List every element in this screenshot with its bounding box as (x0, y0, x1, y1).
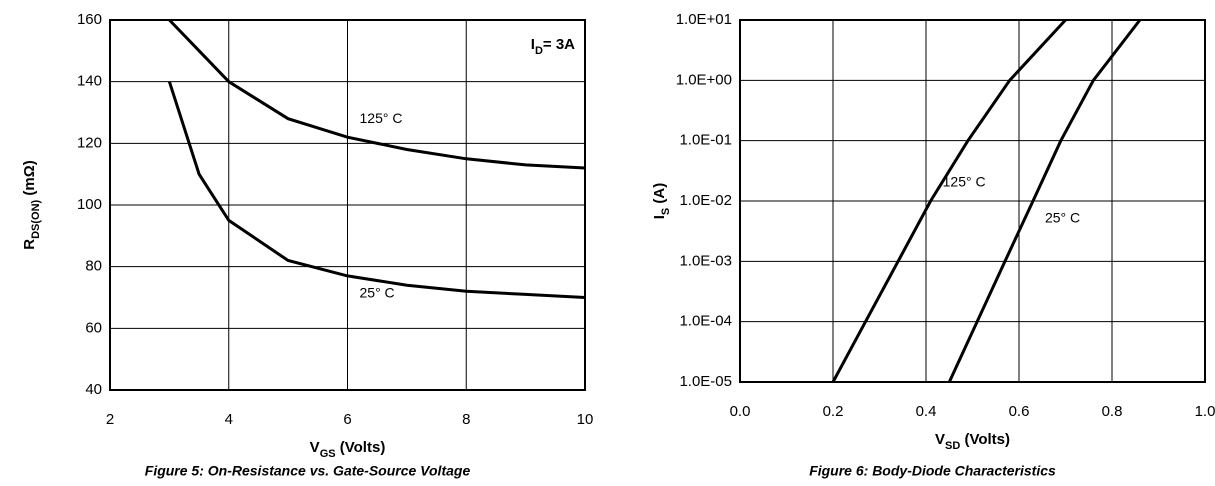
y-tick-label: 80 (85, 258, 102, 275)
x-tick-label: 0.6 (1009, 403, 1030, 420)
annotation-main: I (531, 36, 535, 53)
y-axis-label-main: R (21, 239, 38, 250)
x-axis-label-main: V (935, 431, 945, 448)
x-tick-label: 4 (225, 411, 233, 428)
x-tick-label: 2 (106, 411, 114, 428)
x-axis-label-rest: (Volts) (960, 431, 1010, 448)
y-tick-label: 1.0E-02 (679, 192, 732, 209)
x-tick-label: 10 (577, 411, 594, 428)
series-label: 25° C (360, 285, 395, 301)
y-axis-label-sub: S (660, 208, 672, 215)
y-axis-label-sub: DS(ON) (30, 199, 42, 238)
plot-frame (739, 19, 1206, 383)
annotation-sub: D (535, 45, 543, 57)
x-axis-label: VGS (Volts) (310, 439, 386, 460)
y-tick-label: 140 (77, 73, 102, 90)
y-tick-label: 1.0E-01 (679, 132, 732, 149)
y-tick-label: 1.0E-03 (679, 252, 732, 269)
series-label: 125° C (943, 174, 986, 190)
series-label: 25° C (1045, 210, 1080, 226)
x-tick-label: 0.2 (823, 403, 844, 420)
y-axis-label-rest: (A) (651, 183, 668, 208)
y-tick-label: 1.0E-04 (679, 313, 732, 330)
x-tick-label: 0.4 (916, 403, 937, 420)
x-axis-label-sub: GS (320, 448, 336, 460)
x-tick-label: 8 (462, 411, 470, 428)
annotation-rest: = 3A (543, 36, 575, 53)
annotation: ID= 3A (531, 36, 575, 57)
chart-title: Figure 6: Body-Diode Characteristics (809, 463, 1056, 479)
y-axis-label-main: I (651, 215, 668, 219)
y-axis-label: RDS(ON) (mΩ) (21, 160, 42, 249)
y-tick-label: 1.0E+01 (676, 11, 732, 28)
x-axis-label-main: V (310, 439, 320, 456)
y-tick-label: 1.0E-05 (679, 373, 732, 390)
x-tick-label: 0.0 (730, 403, 751, 420)
x-tick-label: 0.8 (1102, 403, 1123, 420)
x-tick-label: 1.0 (1195, 403, 1215, 420)
x-axis-label: VSD (Volts) (935, 431, 1010, 452)
y-tick-label: 1.0E+00 (676, 71, 732, 88)
y-tick-label: 160 (77, 11, 102, 28)
series-line (831, 18, 1067, 383)
y-tick-label: 40 (85, 381, 102, 398)
series-label: 125° C (360, 110, 403, 126)
x-axis-label-sub: SD (945, 440, 960, 452)
x-tick-label: 6 (343, 411, 351, 428)
series-line (947, 19, 1142, 383)
series-line (168, 18, 586, 170)
y-tick-label: 60 (85, 319, 102, 336)
x-axis-label-rest: (Volts) (336, 439, 386, 456)
y-axis-label-rest: (mΩ) (21, 160, 38, 200)
y-tick-label: 120 (77, 134, 102, 151)
y-axis-label: IS (A) (651, 183, 672, 220)
chart-title: Figure 5: On-Resistance vs. Gate-Source … (145, 463, 471, 479)
plot-frame (109, 19, 586, 391)
series-line (167, 81, 586, 299)
y-tick-label: 100 (77, 196, 102, 213)
